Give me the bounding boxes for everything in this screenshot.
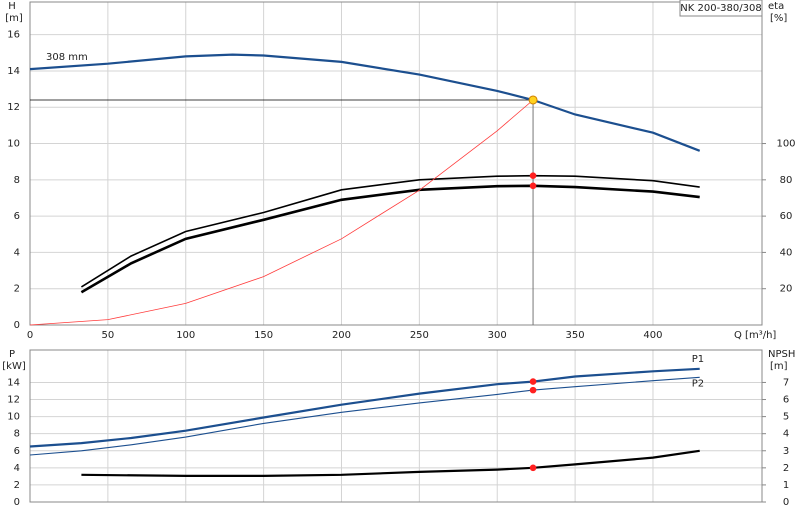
y-tick-label: 12	[7, 102, 20, 113]
y-tick-label: 10	[7, 412, 20, 423]
y-tick-label: 10	[7, 139, 20, 150]
x-label: Q [m³/h]	[734, 330, 776, 341]
y2-tick-label: 7	[783, 377, 789, 388]
y2-tick-label: 100	[776, 139, 795, 150]
y-tick-label: 2	[14, 480, 20, 491]
y2-tick-label: 4	[783, 429, 789, 440]
series-label: P2	[692, 378, 704, 389]
y2-unit: [%]	[770, 13, 787, 24]
x-tick-label: 350	[566, 330, 585, 341]
plot-frame	[29, 1, 763, 326]
y-tick-label: 8	[14, 175, 20, 186]
y2-tick-label: 20	[780, 284, 793, 295]
duty-dot	[529, 172, 537, 179]
duty-dot	[529, 378, 537, 385]
y-tick-label: 12	[7, 395, 20, 406]
x-tick-label: 0	[27, 330, 33, 341]
series-line	[29, 367, 700, 448]
series-line	[29, 53, 701, 152]
y2-tick-label: 2	[783, 463, 789, 474]
plot-frame	[29, 349, 763, 503]
y2-tick-label: 5	[783, 412, 789, 423]
y-tick-label: 6	[14, 211, 20, 222]
chart-title: NK 200-380/308	[680, 3, 761, 14]
x-tick-label: 100	[176, 330, 195, 341]
y-unit: [m]	[5, 13, 23, 24]
series-line	[80, 174, 700, 288]
x-tick-label: 150	[254, 330, 273, 341]
x-tick-label: 50	[102, 330, 115, 341]
series-line	[80, 184, 700, 294]
y2-tick-label: 3	[783, 446, 789, 457]
x-tick-label: 400	[643, 330, 662, 341]
duty-dot	[529, 386, 537, 394]
y-unit: [kW]	[2, 361, 26, 372]
y2-tick-label: 60	[780, 211, 793, 222]
y-tick-label: 14	[7, 66, 20, 77]
duty-dot	[529, 182, 537, 190]
series-label: P1	[692, 354, 704, 365]
x-tick-label: 300	[488, 330, 507, 341]
y2-tick-label: 0	[783, 497, 789, 508]
y-tick-label: 16	[7, 30, 20, 41]
y-tick-label: 4	[14, 463, 20, 474]
y2-label: eta	[768, 1, 784, 12]
y-tick-label: 4	[14, 247, 20, 258]
y2-label: NPSH	[768, 349, 795, 360]
series-line	[29, 376, 700, 456]
y-label: P	[9, 349, 15, 360]
y2-tick-label: 6	[783, 395, 789, 406]
x-tick-label: 200	[332, 330, 351, 341]
y-tick-label: 6	[14, 446, 20, 457]
series-label: 308 mm	[46, 52, 88, 63]
y2-tick-label: 1	[783, 480, 789, 491]
title-box	[679, 0, 763, 17]
y-tick-label: 0	[14, 497, 20, 508]
x-tick-label: 250	[410, 330, 429, 341]
y2-tick-label: 40	[780, 247, 793, 258]
series-line	[29, 99, 534, 326]
y-tick-label: 0	[14, 320, 20, 331]
y2-unit: [m]	[770, 361, 788, 372]
y-tick-label: 8	[14, 429, 20, 440]
duty-point	[528, 95, 538, 105]
series-line	[81, 449, 700, 477]
y-label: H	[8, 1, 16, 12]
duty-dot	[529, 464, 537, 472]
y-tick-label: 2	[14, 284, 20, 295]
y-tick-label: 14	[7, 377, 20, 388]
y2-tick-label: 80	[780, 175, 793, 186]
